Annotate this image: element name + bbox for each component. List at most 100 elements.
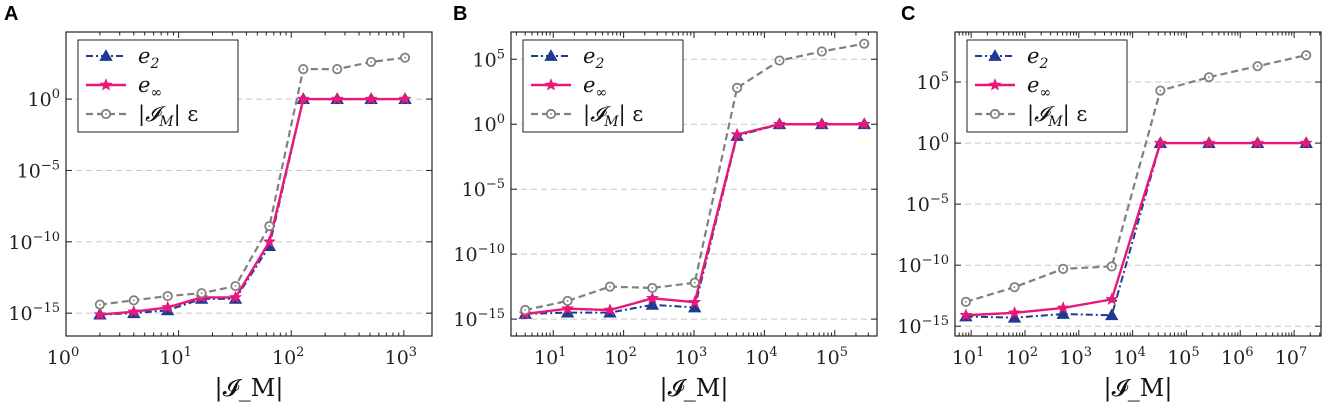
data-point [688, 295, 702, 308]
series-einf [959, 136, 1313, 321]
data-point [1056, 301, 1070, 314]
x-tick-label: 102 [1006, 345, 1038, 369]
data-point [1153, 136, 1167, 149]
x-tick-label: 102 [604, 345, 636, 369]
legend: e2e∞|𝓘M| ε [77, 39, 239, 133]
panel-letter: B [453, 3, 467, 25]
data-point-center [1208, 76, 1210, 79]
plot-frame [65, 31, 433, 337]
x-tick-label: 106 [1221, 345, 1253, 369]
legend-label: |𝓘M| ε [583, 102, 643, 130]
data-point-center [1305, 54, 1308, 57]
series-line [965, 142, 1307, 319]
data-point [645, 291, 659, 304]
data-point-center [1159, 89, 1162, 92]
data-point-center [370, 61, 373, 63]
legend-swatch-marker-center [550, 113, 552, 115]
data-point-center [693, 281, 696, 284]
y-tick-label: 10−15 [8, 301, 60, 325]
y-tick-label: 10−5 [462, 177, 505, 201]
data-point-center [566, 300, 569, 302]
series-line [965, 141, 1307, 317]
y-tick-label: 10−10 [897, 253, 949, 277]
series-IMeps [520, 38, 870, 316]
legend-label: e2 [583, 44, 604, 72]
data-point [262, 234, 276, 248]
x-tick-label: 103 [675, 345, 707, 369]
x-tick-label: 103 [385, 345, 417, 369]
legend-swatch-marker [99, 78, 113, 91]
data-point [229, 290, 242, 303]
x-tick-label: 104 [1113, 345, 1145, 369]
data-point-center [200, 292, 203, 295]
data-point-center [336, 68, 339, 71]
data-point [398, 92, 412, 105]
data-point [772, 117, 786, 130]
data-point [1251, 136, 1265, 149]
y-tick-label: 10−15 [453, 307, 505, 331]
y-tick-label: 100 [28, 87, 60, 111]
y-tick-label: 100 [473, 112, 505, 136]
panel-letter: C [901, 3, 915, 25]
data-point [1299, 136, 1313, 149]
x-axis-label: |𝓘_M| [215, 374, 284, 403]
data-point [1008, 305, 1022, 319]
legend: e2e∞|𝓘M| ε [966, 39, 1128, 133]
series-line [99, 56, 406, 306]
chart-panel-c: C 101 102 103 104 105 106 107 10−15 10−10 10−5 100 1… [897, 3, 1322, 403]
data-point-center [99, 303, 101, 306]
y-tick-label: 10−15 [897, 314, 949, 338]
legend-label: e∞ [138, 73, 162, 101]
legend-label: e2 [138, 44, 159, 72]
data-point-center [1110, 265, 1113, 268]
legend-label: e∞ [1027, 73, 1051, 101]
y-tick-label: 10−5 [17, 158, 60, 182]
legend-label: e∞ [583, 73, 607, 101]
series-line [965, 54, 1307, 303]
x-tick-label: 101 [159, 345, 191, 369]
data-point-center [524, 309, 527, 311]
series-IMeps [960, 50, 1312, 307]
data-point [730, 127, 744, 141]
legend-label: |𝓘M| ε [1027, 102, 1087, 130]
plot-frame [954, 31, 1322, 337]
data-point-center [965, 300, 967, 303]
data-point [93, 307, 107, 321]
data-point-center [863, 42, 866, 45]
data-point-center [132, 299, 135, 302]
data-point-center [302, 68, 305, 71]
data-point [959, 308, 973, 321]
data-point-center [404, 56, 406, 59]
data-point [296, 92, 310, 105]
data-point [815, 117, 829, 130]
y-tick-label: 100 [917, 131, 949, 155]
data-point [857, 117, 871, 130]
data-point [561, 301, 575, 315]
x-axis-label: |𝓘_M| [1104, 374, 1173, 403]
legend-swatch-marker [99, 49, 113, 61]
series-line [99, 98, 406, 316]
x-axis-label: |𝓘_M| [660, 374, 729, 403]
y-tick-label: 105 [473, 47, 505, 71]
data-point [127, 304, 141, 318]
data-point-center [778, 59, 781, 62]
legend-swatch-marker-center [105, 113, 107, 115]
data-point-center [1256, 65, 1259, 68]
y-tick-label: 10−10 [453, 242, 505, 266]
y-tick-label: 105 [917, 70, 949, 94]
data-point [161, 300, 175, 313]
data-point [330, 92, 344, 105]
series-e2 [518, 117, 871, 319]
chart-panel-a: A 100 101 102 103 10−15 10−10 10−5 100 |𝓘_M| e2e∞|… [4, 3, 433, 403]
data-point [364, 92, 378, 105]
data-point-center [234, 285, 237, 287]
series-line [99, 97, 406, 316]
data-point [645, 298, 660, 310]
data-point [1056, 307, 1070, 319]
data-point-center [820, 50, 823, 53]
y-tick-label: 10−5 [906, 192, 949, 216]
legend-label: e2 [1027, 44, 1048, 72]
x-tick-label: 100 [47, 345, 79, 369]
panel-letter: A [4, 3, 18, 25]
data-point [1105, 308, 1119, 321]
